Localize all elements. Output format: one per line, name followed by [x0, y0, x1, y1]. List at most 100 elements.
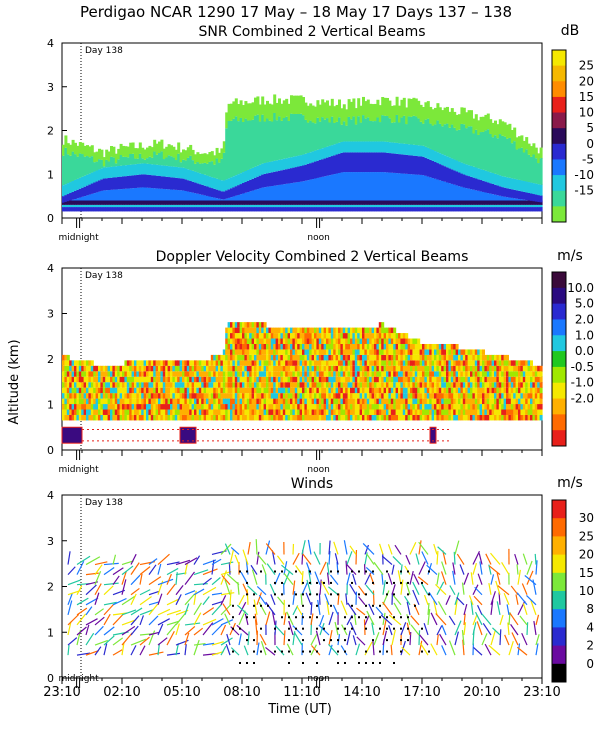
velocity-cell [268, 354, 272, 361]
velocity-cell [268, 409, 272, 415]
velocity-cell [239, 338, 243, 344]
velocity-cell [484, 365, 488, 372]
velocity-cell [162, 382, 166, 388]
velocity-cell [311, 414, 315, 421]
velocity-cell [407, 360, 411, 366]
velocity-cell [335, 376, 339, 383]
velocity-cell [314, 349, 317, 355]
velocity-cell [400, 343, 404, 350]
velocity-cell [186, 365, 190, 372]
snr-cell [419, 207, 423, 212]
velocity-cell [345, 409, 349, 415]
snr-cell [441, 126, 445, 155]
velocity-cell [297, 376, 301, 383]
velocity-cell [371, 376, 375, 383]
velocity-cell [482, 387, 485, 394]
snr-cell [254, 207, 257, 212]
snr-cell [258, 200, 262, 205]
snr-cell [309, 152, 313, 164]
velocity-cell [458, 360, 461, 366]
velocity-cell [153, 360, 157, 366]
velocity-cell [210, 414, 214, 421]
velocity-cell [278, 393, 281, 399]
velocity-cell [189, 382, 193, 388]
snr-cell [256, 176, 260, 190]
colorbar-swatch [552, 335, 566, 352]
velocity-cell [390, 333, 394, 339]
velocity-cell [206, 398, 209, 405]
velocity-cell [345, 338, 349, 344]
velocity-cell [364, 338, 368, 344]
snr-cell [237, 200, 241, 205]
velocity-cell [114, 414, 118, 421]
snr-cell [153, 164, 157, 176]
velocity-cell [352, 398, 356, 405]
velocity-cell [321, 360, 325, 366]
velocity-cell [225, 404, 229, 410]
velocity-cell [297, 333, 301, 339]
snr-cell [141, 200, 145, 205]
velocity-cell [527, 414, 531, 421]
velocity-cell [395, 349, 399, 355]
snr-cell [482, 207, 485, 212]
snr-cell [496, 200, 500, 205]
velocity-cell [237, 414, 241, 421]
snr-cell [446, 200, 449, 205]
velocity-cell [441, 393, 445, 399]
velocity-cell [232, 327, 236, 334]
velocity-cell [218, 354, 221, 361]
snr-cell [105, 204, 109, 208]
snr-cell [210, 177, 214, 189]
velocity-cell [501, 404, 505, 410]
snr-cell [227, 200, 231, 205]
velocity-cell [498, 376, 502, 383]
snr-cell [345, 141, 349, 153]
velocity-cell [376, 393, 380, 399]
snr-cell [527, 192, 531, 201]
velocity-cell [162, 393, 166, 399]
velocity-cell [326, 365, 329, 372]
velocity-cell [297, 343, 301, 350]
wind-barb [221, 575, 231, 586]
velocity-cell [508, 387, 512, 394]
velocity-cell [438, 393, 442, 399]
velocity-cell [256, 414, 260, 421]
velocity-cell [537, 409, 541, 415]
snr-cell [191, 160, 195, 171]
snr-cell [422, 145, 425, 157]
snr-cell [299, 113, 303, 156]
velocity-cell [462, 387, 466, 394]
snr-cell [371, 104, 375, 122]
snr-cell [410, 200, 413, 205]
velocity-cell [378, 333, 382, 339]
snr-cell [138, 163, 142, 175]
velocity-cell [143, 360, 147, 366]
snr-cell [405, 207, 409, 212]
velocity-cell [455, 404, 459, 410]
velocity-cell [316, 349, 320, 355]
snr-cell [100, 190, 104, 201]
velocity-cell [376, 365, 380, 372]
snr-cell [340, 124, 344, 142]
velocity-cell [477, 371, 481, 377]
velocity-cell [479, 349, 483, 355]
velocity-cell [518, 376, 521, 383]
velocity-cell [484, 376, 488, 383]
velocity-cell [290, 414, 293, 421]
snr-cell [364, 172, 368, 201]
velocity-cell [407, 376, 411, 383]
velocity-cell [359, 382, 363, 388]
colorbar-units: m/s [557, 475, 583, 491]
velocity-cell [532, 404, 536, 410]
velocity-cell [244, 354, 248, 361]
velocity-cell [90, 404, 94, 410]
velocity-cell [239, 404, 243, 410]
velocity-cell [318, 327, 322, 334]
snr-cell [95, 200, 99, 205]
velocity-cell [537, 404, 541, 410]
velocity-cell [450, 343, 454, 350]
velocity-cell [282, 343, 286, 350]
velocity-cell [129, 393, 133, 399]
velocity-cell [354, 398, 358, 405]
snr-cell [484, 114, 488, 131]
